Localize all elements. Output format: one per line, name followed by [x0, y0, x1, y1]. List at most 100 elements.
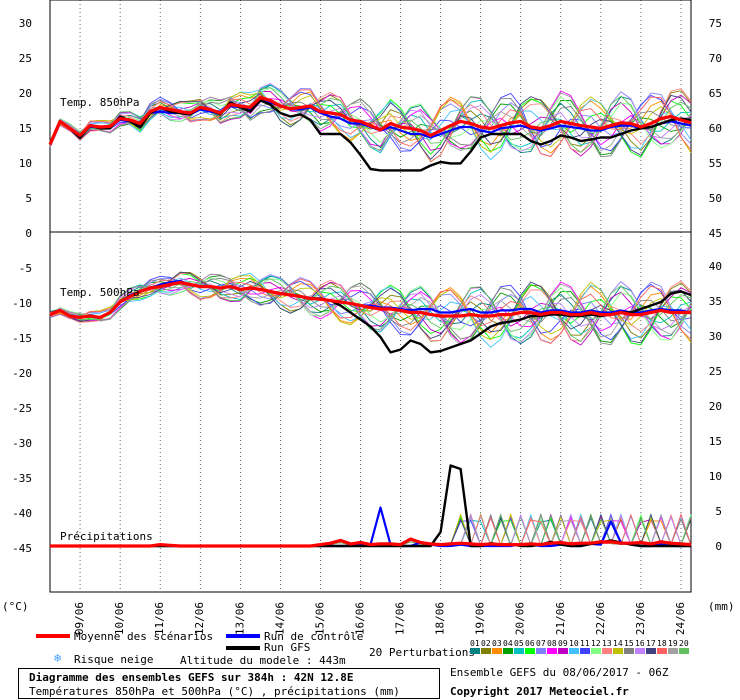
perturbation-swatch: [591, 648, 601, 654]
left-unit-label: (°C): [2, 600, 29, 613]
y-tick-label-left: -30: [12, 437, 32, 450]
perturbation-id: 13: [602, 639, 612, 648]
y-tick-label-left: 20: [19, 87, 32, 100]
perturbation-id: 03: [492, 639, 502, 648]
perturbation-swatch: [668, 648, 678, 654]
perturbation-id: 16: [635, 639, 645, 648]
y-tick-label-right: 40: [709, 260, 722, 273]
y-tick-label-right: 15: [709, 435, 722, 448]
perturbation-swatch: [470, 648, 480, 654]
perturbation-swatch: [503, 648, 513, 654]
y-tick-label-left: 15: [19, 122, 32, 135]
x-tick-label: 10/06: [113, 602, 126, 635]
plot-area: [49, 0, 692, 593]
y-tick-label-right: 0: [715, 540, 722, 553]
perturbation-swatch: [547, 648, 557, 654]
label-t850: Temp. 850hPa: [60, 96, 139, 109]
copyright: Copyright 2017 Meteociel.fr: [450, 685, 629, 698]
perturbation-id-row: 0102030405060708091011121314151617181920: [470, 640, 710, 648]
perturbation-swatch: [646, 648, 656, 654]
x-tick-label: 21/06: [554, 602, 567, 635]
y-tick-label-left: -15: [12, 332, 32, 345]
perturbation-id: 12: [591, 639, 601, 648]
y-tick-label-right: 20: [709, 400, 722, 413]
chart-title: Diagramme des ensembles GEFS sur 384h : …: [29, 671, 354, 684]
y-tick-label-left: -10: [12, 297, 32, 310]
perturbation-id: 01: [470, 639, 480, 648]
x-tick-label: 20/06: [514, 602, 527, 635]
series-line: [49, 280, 691, 319]
perturbation-id: 10: [569, 639, 579, 648]
perturbation-id: 14: [613, 639, 623, 648]
legend-perturbations-label: 20 Perturbations: [369, 646, 475, 659]
y-tick-label-left: 30: [19, 17, 32, 30]
x-tick-label: 11/06: [153, 602, 166, 635]
snow-icon: ❄: [54, 651, 62, 665]
x-tick-label: 18/06: [434, 602, 447, 635]
perturbation-line: [49, 91, 692, 152]
perturbation-line: [49, 89, 692, 158]
perturbation-id: 05: [514, 639, 524, 648]
y-tick-label-left: 0: [25, 227, 32, 240]
perturbation-swatch: [514, 648, 524, 654]
label-t500: Temp. 500hPa: [60, 286, 139, 299]
legend-altitude: Altitude du modele : 443m: [180, 654, 346, 667]
x-tick-label: 24/06: [674, 602, 687, 635]
perturbation-swatch: [492, 648, 502, 654]
perturbation-swatch: [613, 648, 623, 654]
x-tick-label: 12/06: [193, 602, 206, 635]
perturbation-swatch: [679, 648, 689, 654]
perturbation-id: 18: [657, 639, 667, 648]
perturbation-line: [49, 272, 692, 342]
y-tick-label-right: 35: [709, 295, 722, 308]
y-tick-label-left: -35: [12, 472, 32, 485]
x-tick-label: 09/06: [73, 602, 86, 635]
y-tick-label-right: 55: [709, 157, 722, 170]
perturbation-id: 06: [525, 639, 535, 648]
legend-control-swatch: [226, 634, 260, 638]
x-tick-label: 19/06: [474, 602, 487, 635]
series-line: [50, 537, 692, 548]
run-info: Ensemble GEFS du 08/06/2017 - 06Z: [450, 666, 669, 679]
y-tick-label-right: 10: [709, 470, 722, 483]
y-tick-label-left: -40: [12, 507, 32, 520]
perturbation-id: 08: [547, 639, 557, 648]
y-tick-label-right: 75: [709, 17, 722, 30]
legend-mean-swatch: [36, 634, 70, 638]
legend-gfs-swatch: [226, 646, 260, 650]
y-tick-label-right: 30: [709, 330, 722, 343]
perturbation-id: 11: [580, 639, 590, 648]
perturbation-line: [49, 88, 692, 163]
x-tick-label: 15/06: [313, 602, 326, 635]
x-tick-label: 16/06: [353, 602, 366, 635]
perturbation-legend: 0102030405060708091011121314151617181920: [470, 640, 710, 656]
y-tick-label-left: -45: [12, 542, 32, 555]
y-tick-label-left: -20: [12, 367, 32, 380]
perturbation-swatch: [624, 648, 634, 654]
perturbation-swatch: [536, 648, 546, 654]
perturbation-id: 17: [646, 639, 656, 648]
y-tick-label-right: 50: [709, 192, 722, 205]
perturbation-id: 04: [503, 639, 513, 648]
perturbation-id: 19: [668, 639, 678, 648]
perturbation-swatch: [569, 648, 579, 654]
y-tick-label-left: 10: [19, 157, 32, 170]
perturbation-swatch: [580, 648, 590, 654]
legend-gfs-label: Run GFS: [264, 641, 311, 654]
legend-control-label: Run de contrôle: [264, 630, 364, 643]
x-tick-label: 23/06: [634, 602, 647, 635]
label-precip: Précipitations: [60, 530, 153, 543]
title-box: Diagramme des ensembles GEFS sur 384h : …: [18, 668, 440, 699]
perturbation-swatch: [481, 648, 491, 654]
y-tick-label-right: 65: [709, 87, 722, 100]
x-tick-label: 17/06: [394, 602, 407, 635]
right-unit-label: (mm): [708, 600, 735, 613]
perturbation-id: 02: [481, 639, 491, 648]
chart-subtitle: Températures 850hPa et 500hPa (°C) , pré…: [29, 685, 400, 698]
y-tick-label-right: 45: [709, 227, 722, 240]
y-tick-label-right: 25: [709, 365, 722, 378]
x-tick-label: 13/06: [233, 602, 246, 635]
perturbation-line: [49, 278, 692, 342]
perturbation-swatch: [602, 648, 612, 654]
